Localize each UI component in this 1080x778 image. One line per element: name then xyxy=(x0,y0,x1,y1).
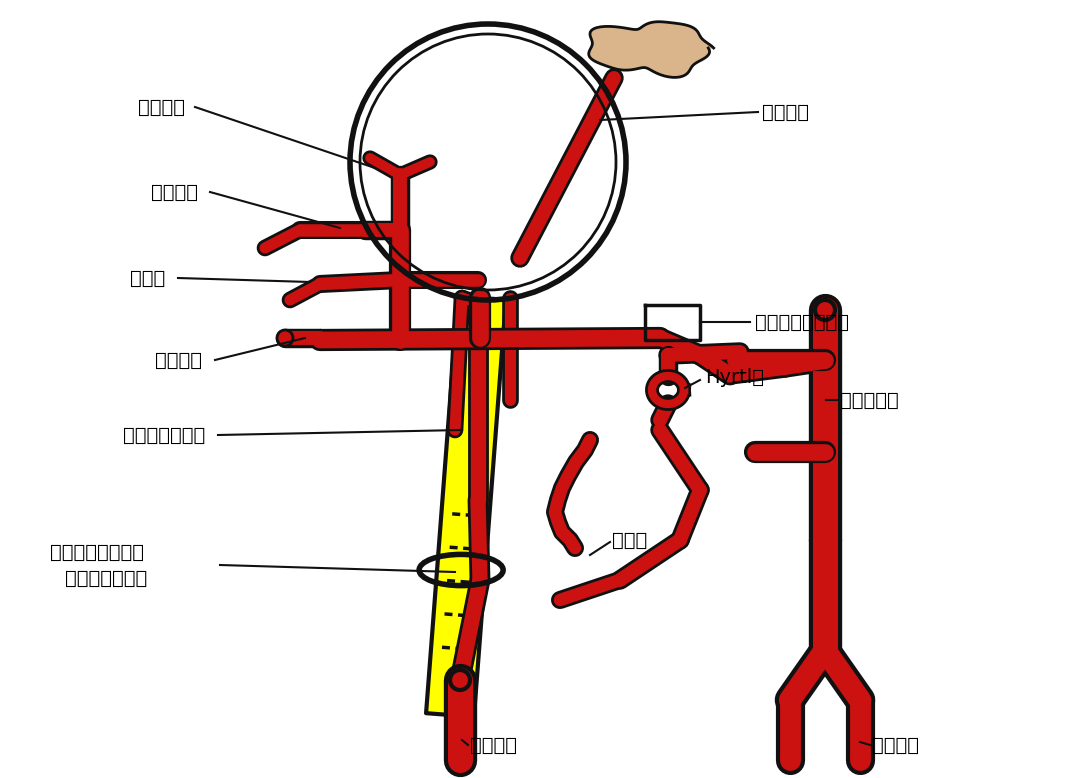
Text: 脑膜中动脉: 脑膜中动脉 xyxy=(840,391,899,409)
Circle shape xyxy=(276,330,293,346)
Text: Hyrtl管: Hyrtl管 xyxy=(705,367,764,387)
Text: 颈外动脉: 颈外动脉 xyxy=(872,735,919,755)
Circle shape xyxy=(781,749,799,767)
Text: 眼动脉（在视神经: 眼动脉（在视神经 xyxy=(50,542,144,562)
Circle shape xyxy=(450,670,470,690)
Text: 隔分支: 隔分支 xyxy=(130,268,165,288)
Circle shape xyxy=(851,749,869,767)
Polygon shape xyxy=(427,296,505,717)
Text: 筛前动脉: 筛前动脉 xyxy=(138,97,185,117)
Text: 颈内动脉: 颈内动脉 xyxy=(470,735,517,755)
Text: 后，虚线所示）: 后，虚线所示） xyxy=(65,569,147,587)
Text: 镰前动脉: 镰前动脉 xyxy=(151,183,198,202)
Text: 眶上裂: 眶上裂 xyxy=(612,531,647,549)
Circle shape xyxy=(815,300,835,320)
Text: 脑膜中动脉吻合支: 脑膜中动脉吻合支 xyxy=(755,313,849,331)
Text: 筛后动脉: 筛后动脉 xyxy=(156,351,202,370)
Text: 视网膜中央动脉: 视网膜中央动脉 xyxy=(123,426,205,444)
Polygon shape xyxy=(589,22,714,77)
Text: 泪腺动脉: 泪腺动脉 xyxy=(762,103,809,121)
